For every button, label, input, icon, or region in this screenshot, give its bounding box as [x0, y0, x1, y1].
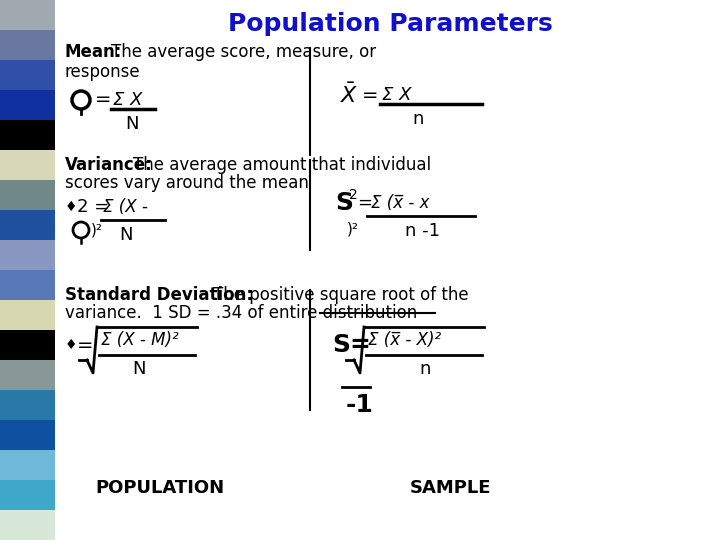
- Bar: [0, 0, 55, 30]
- Text: N: N: [132, 360, 145, 378]
- Text: Population Parameters: Population Parameters: [228, 12, 552, 36]
- Text: N: N: [119, 226, 132, 244]
- Text: =: =: [362, 85, 379, 105]
- Text: n: n: [412, 110, 423, 128]
- Bar: [0, 480, 55, 510]
- Bar: [0, 120, 55, 150]
- Bar: [0, 240, 55, 270]
- Text: S: S: [335, 191, 353, 215]
- Bar: [0, 150, 55, 180]
- Bar: [0, 330, 55, 360]
- Text: The average amount that individual: The average amount that individual: [133, 156, 431, 174]
- Text: =: =: [77, 335, 94, 354]
- Text: Variance:: Variance:: [65, 156, 153, 174]
- Bar: [0, 30, 55, 60]
- Bar: [0, 300, 55, 330]
- Bar: [0, 360, 55, 390]
- Bar: [0, 390, 55, 420]
- Text: POPULATION: POPULATION: [95, 479, 224, 497]
- Text: ♦: ♦: [65, 200, 78, 214]
- Text: n -1: n -1: [405, 222, 440, 240]
- Text: The average score, measure, or: The average score, measure, or: [111, 43, 376, 61]
- Text: Σ X: Σ X: [113, 91, 143, 109]
- Text: Σ (x̅ - X)²: Σ (x̅ - X)²: [368, 331, 441, 349]
- Text: Mean:: Mean:: [65, 43, 122, 61]
- Bar: [0, 60, 55, 90]
- Text: ♦: ♦: [65, 338, 78, 352]
- Text: scores vary around the mean: scores vary around the mean: [65, 174, 309, 192]
- Text: Standard Deviation:: Standard Deviation:: [65, 286, 253, 304]
- Text: S=: S=: [332, 333, 371, 357]
- Bar: [0, 270, 55, 300]
- Text: variance.  1 SD = .34 of entire distribution: variance. 1 SD = .34 of entire distribut…: [65, 304, 418, 322]
- Text: 2 =: 2 =: [77, 198, 109, 216]
- Bar: [0, 210, 55, 240]
- Text: Σ X: Σ X: [382, 86, 412, 104]
- Text: Σ (X - Μ)²: Σ (X - Μ)²: [101, 331, 179, 349]
- Text: )²: )²: [347, 221, 359, 237]
- Bar: [0, 510, 55, 540]
- Text: The positive square root of the: The positive square root of the: [213, 286, 469, 304]
- Text: Σ (x̅ - x: Σ (x̅ - x: [371, 194, 430, 212]
- Bar: [0, 180, 55, 210]
- Text: SAMPLE: SAMPLE: [410, 479, 492, 497]
- Bar: [0, 90, 55, 120]
- Text: Σ (X -: Σ (X -: [103, 198, 148, 216]
- Bar: [0, 420, 55, 450]
- Text: response: response: [65, 63, 140, 81]
- Bar: [0, 450, 55, 480]
- Text: -1: -1: [346, 393, 374, 417]
- Text: 2: 2: [349, 188, 358, 202]
- Text: )²: )²: [91, 222, 103, 238]
- Text: n: n: [419, 360, 431, 378]
- Text: N: N: [125, 115, 138, 133]
- Text: =: =: [357, 194, 372, 212]
- Text: =: =: [95, 91, 112, 110]
- Text: $\bar{X}$: $\bar{X}$: [340, 83, 359, 107]
